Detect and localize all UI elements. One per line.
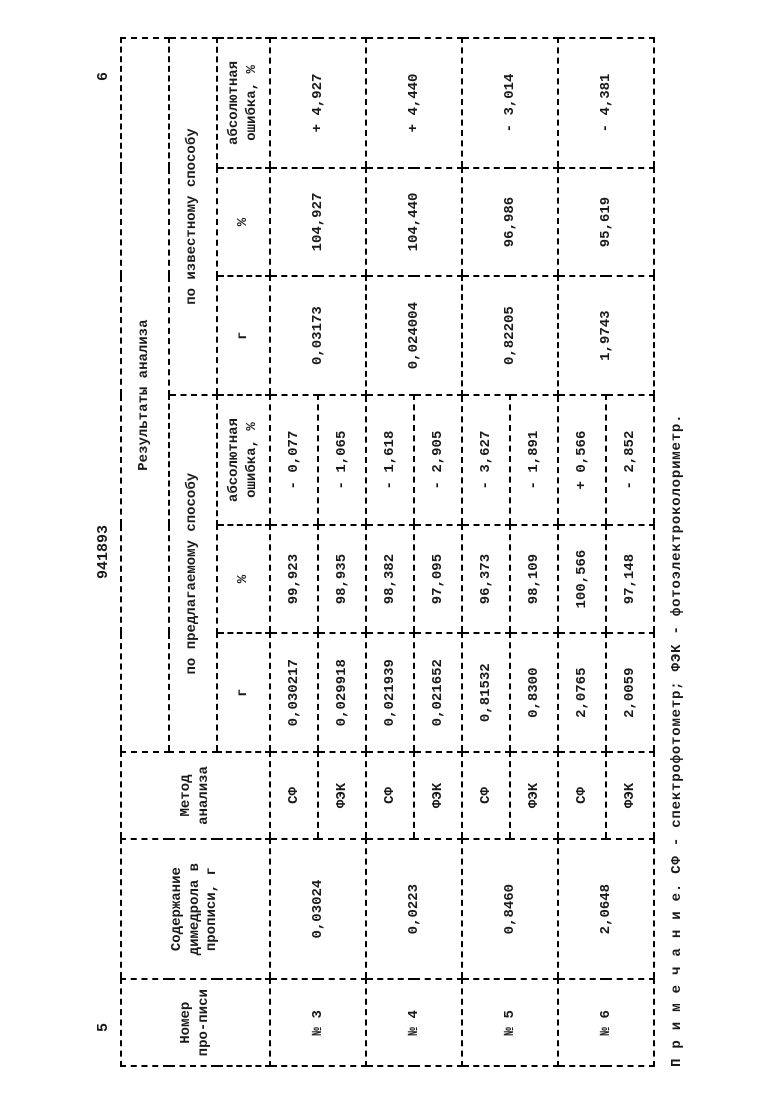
doc-number: 941893 xyxy=(95,525,112,579)
cell-method: СФ xyxy=(558,752,606,839)
cell-content: 0,03024 xyxy=(270,838,366,979)
cell-content: 2,0648 xyxy=(558,838,654,979)
th-content: Содержание димедрола в прописи, г xyxy=(121,838,270,979)
cell-method: ФЭК xyxy=(510,752,558,839)
cell-perr: - 0,077 xyxy=(270,395,318,525)
cell-kg: 0,024004 xyxy=(366,276,462,395)
page-num-right: 6 xyxy=(95,72,112,81)
cell-content: 0,8460 xyxy=(462,838,558,979)
cell-perr: - 2,852 xyxy=(606,395,654,525)
th-kerr: абсолютная ошибка, % xyxy=(217,38,270,168)
cell-pg: 2,0765 xyxy=(558,633,606,752)
cell-ppct: 96,373 xyxy=(462,524,510,632)
th-ppct: % xyxy=(217,524,270,632)
cell-kpct: 104,440 xyxy=(366,167,462,275)
cell-kg: 1,9743 xyxy=(558,276,654,395)
cell-kerr: - 3,014 xyxy=(462,38,558,168)
th-results: Результаты анализа xyxy=(121,38,169,752)
cell-ppct: 97,095 xyxy=(414,524,462,632)
cell-num: № 4 xyxy=(366,979,462,1066)
cell-pg: 0,021939 xyxy=(366,633,414,752)
cell-pg: 0,021652 xyxy=(414,633,462,752)
cell-pg: 0,029918 xyxy=(318,633,366,752)
cell-kg: 0,82205 xyxy=(462,276,558,395)
th-proposed: по предлагаемому способу xyxy=(169,395,217,752)
th-kg: г xyxy=(217,276,270,395)
cell-ppct: 98,935 xyxy=(318,524,366,632)
cell-method: СФ xyxy=(462,752,510,839)
page-num-left: 5 xyxy=(95,1022,112,1031)
cell-perr: - 2,905 xyxy=(414,395,462,525)
cell-pg: 2,0059 xyxy=(606,633,654,752)
cell-kerr: + 4,927 xyxy=(270,38,366,168)
cell-method: ФЭК xyxy=(606,752,654,839)
cell-kpct: 96,986 xyxy=(462,167,558,275)
cell-pg: 0,8300 xyxy=(510,633,558,752)
cell-perr: - 1,065 xyxy=(318,395,366,525)
cell-ppct: 98,382 xyxy=(366,524,414,632)
cell-ppct: 97,148 xyxy=(606,524,654,632)
th-kpct: % xyxy=(217,167,270,275)
cell-ppct: 100,566 xyxy=(558,524,606,632)
cell-perr: + 0,566 xyxy=(558,395,606,525)
cell-method: СФ xyxy=(366,752,414,839)
th-known: по известному способу xyxy=(169,38,217,395)
cell-num: № 6 xyxy=(558,979,654,1066)
cell-method: ФЭК xyxy=(318,752,366,839)
cell-perr: - 1,618 xyxy=(366,395,414,525)
cell-method: СФ xyxy=(270,752,318,839)
cell-kerr: + 4,440 xyxy=(366,38,462,168)
cell-pg: 0,030217 xyxy=(270,633,318,752)
th-number: Номер про-писи xyxy=(121,979,270,1066)
cell-ppct: 98,109 xyxy=(510,524,558,632)
cell-kpct: 95,619 xyxy=(558,167,654,275)
th-method: Метод анализа xyxy=(121,752,270,839)
cell-kerr: - 4,381 xyxy=(558,38,654,168)
cell-perr: - 3,627 xyxy=(462,395,510,525)
results-table: Номер про-писи Содержание димедрола в пр… xyxy=(120,37,655,1067)
footnote: П р и м е ч а н и е. СФ - спектрофотомет… xyxy=(669,37,685,1067)
cell-ppct: 99,923 xyxy=(270,524,318,632)
cell-content: 0,0223 xyxy=(366,838,462,979)
cell-method: ФЭК xyxy=(414,752,462,839)
cell-num: № 5 xyxy=(462,979,558,1066)
cell-kpct: 104,927 xyxy=(270,167,366,275)
cell-num: № 3 xyxy=(270,979,366,1066)
th-perr: абсолютная ошибка, % xyxy=(217,395,270,525)
cell-perr: - 1,891 xyxy=(510,395,558,525)
th-pg: г xyxy=(217,633,270,752)
cell-kg: 0,03173 xyxy=(270,276,366,395)
cell-pg: 0,81532 xyxy=(462,633,510,752)
